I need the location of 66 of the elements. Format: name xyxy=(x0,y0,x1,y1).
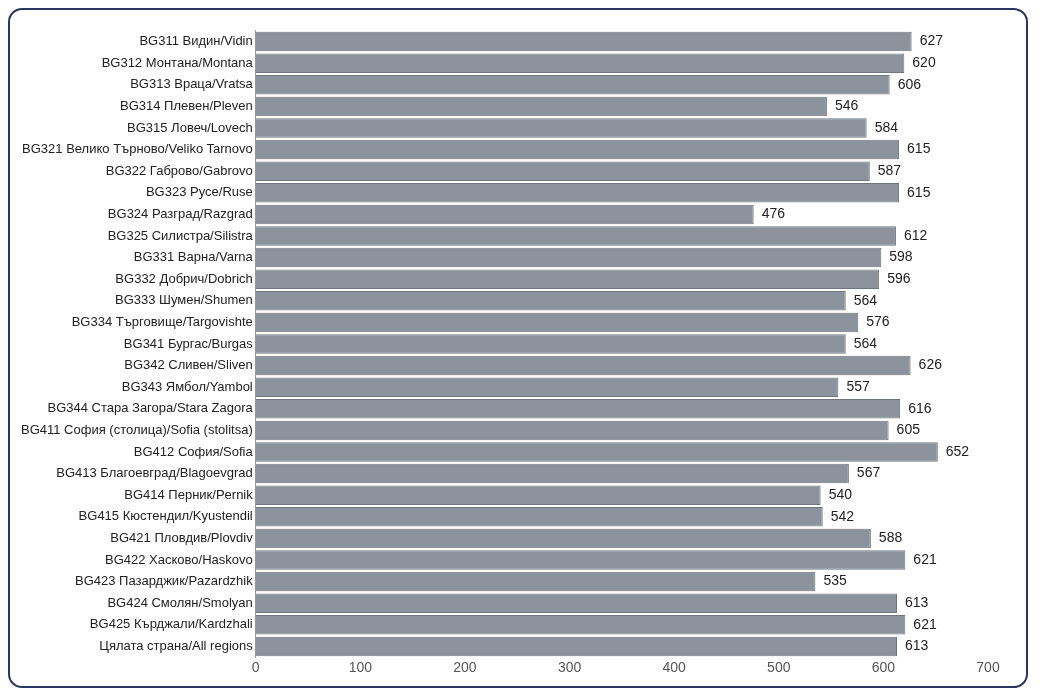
data-label: 476 xyxy=(761,205,786,222)
data-label: 587 xyxy=(877,162,902,179)
data-label: 652 xyxy=(945,442,970,459)
y-tick-label: Цялата страна/All regions xyxy=(99,637,254,653)
data-label: 620 xyxy=(912,54,936,71)
y-tick-label: BG413 Благоевград/Blagoevgrad xyxy=(56,465,253,481)
x-tick-label: 300 xyxy=(557,659,582,676)
data-label: 605 xyxy=(896,421,921,438)
y-tick-label: BG344 Стара Загора/Stara Zagora xyxy=(47,400,254,416)
y-tick-label: BG322 Габрово/Gabrovo xyxy=(105,162,253,178)
data-label: 564 xyxy=(853,291,878,308)
y-tick-label: BG325 Силистра/Silistra xyxy=(107,227,254,243)
data-label: 613 xyxy=(904,594,929,611)
y-tick-label: BG414 Перник/Pernik xyxy=(124,486,254,502)
y-tick-label: BG332 Добрич/Dobrich xyxy=(115,270,253,286)
data-label: 598 xyxy=(889,248,913,265)
y-tick-label: BG342 Сливен/Sliven xyxy=(124,357,253,373)
data-label: 612 xyxy=(903,226,928,243)
data-label: 567 xyxy=(856,464,881,481)
data-label: 627 xyxy=(919,32,944,49)
x-tick-label: 700 xyxy=(976,659,1000,676)
y-tick-label: BG425 Кърджали/Kardzhali xyxy=(89,616,253,632)
data-label: 606 xyxy=(897,75,922,92)
y-tick-label: BG315 Ловеч/Lovech xyxy=(127,119,253,135)
data-label: 546 xyxy=(834,97,859,114)
data-label: 616 xyxy=(908,399,932,416)
y-tick-label: BG424 Смолян/Smolyan xyxy=(107,594,253,610)
data-label: 564 xyxy=(853,334,878,351)
data-label: 576 xyxy=(866,313,890,330)
y-tick-label: BG343 Ямбол/Yambol xyxy=(121,378,253,394)
data-label: 615 xyxy=(907,183,931,200)
y-tick-label: BG314 Плевен/Pleven xyxy=(119,97,253,113)
data-label: 613 xyxy=(904,637,929,654)
y-tick-label: BG415 Кюстендил/Kyustendil xyxy=(78,508,253,524)
data-label: 542 xyxy=(830,507,855,524)
y-tick-label: BG423 Пазарджик/Pazardzhik xyxy=(74,573,254,589)
data-label: 596 xyxy=(887,270,911,287)
y-tick-label: BG311 Видин/Vidin xyxy=(139,33,253,49)
x-tick-label: 500 xyxy=(767,659,791,676)
x-tick-label: 400 xyxy=(662,659,687,676)
y-tick-label: BG312 Монтана/Montana xyxy=(101,54,254,70)
y-tick-label: BG333 Шумен/Shumen xyxy=(115,292,253,308)
data-label: 615 xyxy=(907,140,931,157)
y-tick-label: BG331 Варна/Varna xyxy=(133,249,254,265)
y-tick-label: BG334 Търговище/Targovishte xyxy=(71,313,253,329)
x-tick-label: 0 xyxy=(251,659,260,676)
x-tick-label: 200 xyxy=(453,659,477,676)
data-label: 557 xyxy=(846,378,870,395)
y-tick-label: BG323 Русе/Ruse xyxy=(145,184,253,200)
x-tick-label: 100 xyxy=(348,659,373,676)
data-label: 535 xyxy=(823,572,847,589)
x-tick-label: 600 xyxy=(871,659,896,676)
data-label: 621 xyxy=(913,615,937,632)
y-tick-label: BG341 Бургас/Burgas xyxy=(123,335,254,351)
data-label: 626 xyxy=(918,356,943,373)
y-tick-label: BG412 София/Sofia xyxy=(133,443,254,459)
y-tick-label: BG422 Хасково/Haskovo xyxy=(105,551,253,567)
y-tick-label: BG321 Велико Търново/Veliko Tarnovo xyxy=(22,141,253,157)
data-label: 540 xyxy=(828,486,853,503)
data-label: 584 xyxy=(874,118,899,135)
y-tick-label: BG411 София (столица)/Sofia (stolitsa) xyxy=(20,421,253,437)
y-tick-label: BG421 Пловдив/Plovdiv xyxy=(110,529,254,545)
y-tick-label: BG324 Разград/Razgrad xyxy=(107,205,253,221)
data-label: 588 xyxy=(878,529,903,546)
y-tick-label: BG313 Враца/Vratsa xyxy=(130,76,254,92)
data-label: 621 xyxy=(913,550,937,567)
